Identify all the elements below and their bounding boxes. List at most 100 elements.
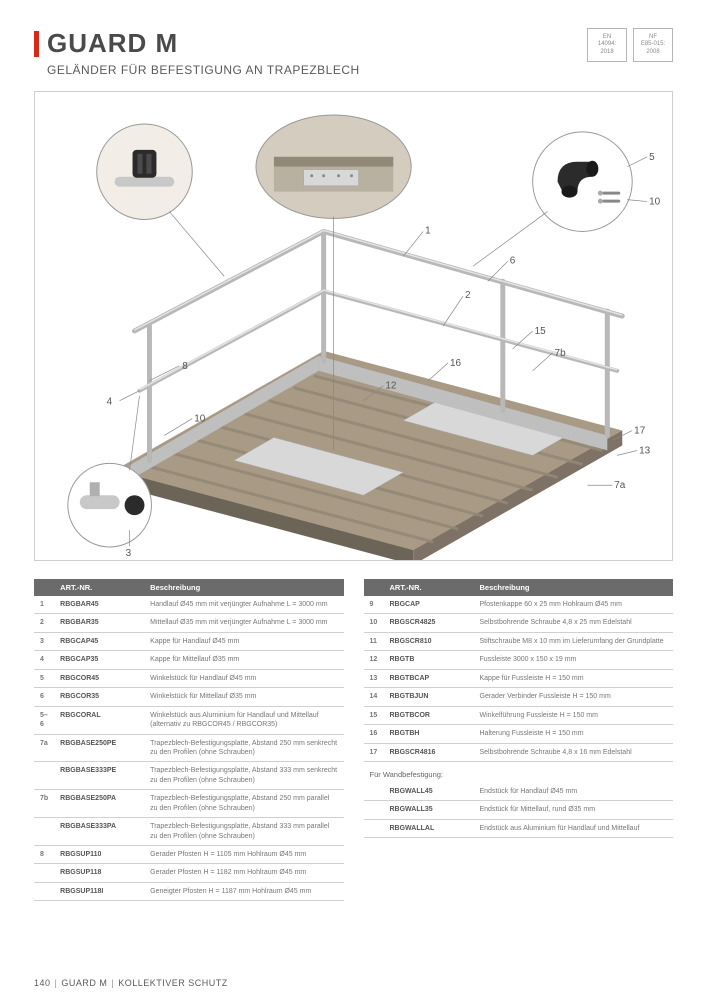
cell-num: 16 [364, 725, 384, 743]
cell-art: RBGBASE333PA [54, 818, 144, 846]
cell-art: RBGBAR35 [54, 614, 144, 632]
cell-desc: Fussleiste 3000 x 150 x 19 mm [474, 651, 674, 669]
table-row: 7aRBGBASE250PETrapezblech-Befestigungspl… [34, 734, 344, 762]
col-desc: Beschreibung [144, 579, 343, 596]
table-row: 13RBGTBCAPKappe für Fussleiste H = 150 m… [364, 669, 674, 687]
svg-text:7b: 7b [555, 348, 567, 359]
svg-text:3: 3 [126, 548, 132, 559]
cell-num: 14 [364, 688, 384, 706]
table-row: 8RBGSUP110Gerader Pfosten H = 1105 mm Ho… [34, 846, 344, 864]
table-row: RBGSUP118Gerader Pfosten H = 1182 mm Hoh… [34, 864, 344, 882]
page-header: GUARD M GELÄNDER FÜR BEFESTIGUNG AN TRAP… [34, 28, 673, 77]
cell-art: RBGSCR810 [384, 632, 474, 650]
cell-desc: Geneigter Pfosten H = 1187 mm Hohlraum Ø… [144, 882, 343, 900]
page-subtitle: GELÄNDER FÜR BEFESTIGUNG AN TRAPEZBLECH [47, 63, 360, 77]
cell-num [34, 762, 54, 790]
col-art: ART.-NR. [384, 579, 474, 596]
cell-art: RBGTBCOR [384, 706, 474, 724]
table-row: 6RBGCOR35Winkelstück für Mittellauf Ø35 … [34, 688, 344, 706]
cell-num: 9 [364, 596, 384, 614]
parts-table-right: ART.-NR. Beschreibung 9RBGCAPPfostenkapp… [364, 579, 674, 901]
cell-desc: Kappe für Mittellauf Ø35 mm [144, 651, 343, 669]
table-row: 11RBGSCR810Stiftschraube M8 x 10 mm im L… [364, 632, 674, 650]
table-row: 15RBGTBCORWinkelführung Fussleiste H = 1… [364, 706, 674, 724]
diagram-svg: 1 2 4 8 10 6 15 7b 16 12 17 13 7a [35, 92, 672, 560]
cell-art: RBGTBJUN [384, 688, 474, 706]
cell-art: RBGCORAL [54, 706, 144, 734]
table-row: 16RBGTBHHalterung Fussleiste H = 150 mm [364, 725, 674, 743]
cell-num [364, 801, 384, 819]
cell-desc: Trapezblech-Befestigungsplatte, Abstand … [144, 762, 343, 790]
page-title: GUARD M [47, 28, 178, 59]
cell-desc: Gerader Pfosten H = 1105 mm Hohlraum Ø45… [144, 846, 343, 864]
cell-num: 10 [364, 614, 384, 632]
cell-num: 4 [34, 651, 54, 669]
cell-art: RBGSUP118I [54, 882, 144, 900]
table-row: 12RBGTBFussleiste 3000 x 150 x 19 mm [364, 651, 674, 669]
parts-table-left: ART.-NR. Beschreibung 1RBGBAR45Handlauf … [34, 579, 344, 901]
table-row: 1RBGBAR45Handlauf Ø45 mm mit verjüngter … [34, 596, 344, 614]
table-row: RBGWALL35Endstück für Mittellauf, rund Ø… [364, 801, 674, 819]
cell-art: RBGSUP110 [54, 846, 144, 864]
cell-art: RBGCAP45 [54, 632, 144, 650]
cell-art: RBGWALL35 [384, 801, 474, 819]
table-row: 9RBGCAPPfostenkappe 60 x 25 mm Hohlraum … [364, 596, 674, 614]
cell-desc: Winkelstück für Mittellauf Ø35 mm [144, 688, 343, 706]
cell-desc: Selbstbohrende Schraube 4,8 x 25 mm Edel… [474, 614, 674, 632]
cell-num: 5–6 [34, 706, 54, 734]
cell-art: RBGBASE250PE [54, 734, 144, 762]
page-number: 140 [34, 978, 51, 988]
cell-desc: Selbstbohrende Schraube 4,8 x 16 mm Edel… [474, 743, 674, 761]
separator-icon: | [111, 978, 114, 988]
cell-desc: Stiftschraube M8 x 10 mm im Lieferumfang… [474, 632, 674, 650]
table-row: 7bRBGBASE250PATrapezblech-Befestigungspl… [34, 790, 344, 818]
cell-num [364, 819, 384, 837]
svg-text:8: 8 [182, 361, 188, 372]
cell-art: RBGBAR45 [54, 596, 144, 614]
col-art: ART.-NR. [54, 579, 144, 596]
svg-text:15: 15 [535, 326, 547, 337]
cell-desc: Endstück für Handlauf Ø45 mm [474, 783, 674, 801]
cell-num: 1 [34, 596, 54, 614]
product-diagram: 1 2 4 8 10 6 15 7b 16 12 17 13 7a [34, 91, 673, 561]
cell-num: 7b [34, 790, 54, 818]
cell-desc: Mittellauf Ø35 mm mit verjüngter Aufnahm… [144, 614, 343, 632]
cell-desc: Kappe für Handlauf Ø45 mm [144, 632, 343, 650]
cell-desc: Trapezblech-Befestigungsplatte, Abstand … [144, 818, 343, 846]
cell-art: RBGTBH [384, 725, 474, 743]
cell-desc: Gerader Pfosten H = 1182 mm Hohlraum Ø45… [144, 864, 343, 882]
cell-num [364, 783, 384, 801]
col-num [364, 579, 384, 596]
table-row: 5–6RBGCORALWinkelstück aus Aluminium für… [34, 706, 344, 734]
cell-art: RBGCAP [384, 596, 474, 614]
cell-num: 2 [34, 614, 54, 632]
svg-text:13: 13 [639, 445, 651, 456]
footer-category: KOLLEKTIVER SCHUTZ [118, 978, 228, 988]
cell-desc: Trapezblech-Befestigungsplatte, Abstand … [144, 790, 343, 818]
cell-desc: Endstück aus Aluminium für Handlauf und … [474, 819, 674, 837]
svg-text:2: 2 [465, 290, 471, 301]
cell-num [34, 864, 54, 882]
table-row: RBGSUP118IGeneigter Pfosten H = 1187 mm … [34, 882, 344, 900]
title-block: GUARD M GELÄNDER FÜR BEFESTIGUNG AN TRAP… [34, 28, 360, 77]
cell-num: 13 [364, 669, 384, 687]
cell-num: 15 [364, 706, 384, 724]
cell-num: 12 [364, 651, 384, 669]
col-num [34, 579, 54, 596]
table-row: 4RBGCAP35Kappe für Mittellauf Ø35 mm [34, 651, 344, 669]
separator-icon: | [55, 978, 58, 988]
table-row: 5RBGCOR45Winkelstück für Handlauf Ø45 mm [34, 669, 344, 687]
svg-text:4: 4 [107, 397, 113, 408]
cell-desc: Gerader Verbinder Fussleiste H = 150 mm [474, 688, 674, 706]
cell-art: RBGTB [384, 651, 474, 669]
svg-text:1: 1 [425, 225, 431, 236]
cell-num: 7a [34, 734, 54, 762]
table-row: RBGBASE333PETrapezblech-Befestigungsplat… [34, 762, 344, 790]
cell-num: 8 [34, 846, 54, 864]
parts-tables: ART.-NR. Beschreibung 1RBGBAR45Handlauf … [34, 579, 673, 901]
cell-desc: Winkelstück aus Aluminium für Handlauf u… [144, 706, 343, 734]
cell-art: RBGBASE250PA [54, 790, 144, 818]
cell-desc: Winkelführung Fussleiste H = 150 mm [474, 706, 674, 724]
footer-product: GUARD M [61, 978, 107, 988]
cell-art: RBGCOR45 [54, 669, 144, 687]
